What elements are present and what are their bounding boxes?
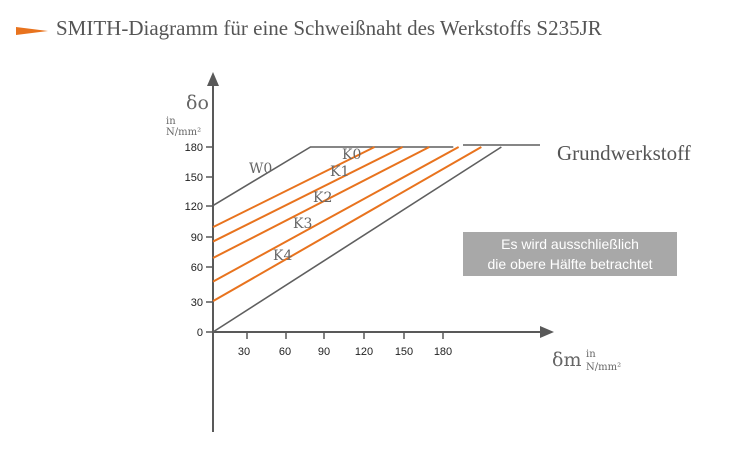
x-tick-label: 180	[434, 346, 452, 358]
series-line-k4	[212, 146, 482, 303]
x-axis-unit: N/mm²	[586, 362, 621, 373]
x-tick-label: 120	[355, 346, 373, 358]
series-line-k2	[212, 146, 430, 259]
curve-label-k2: K2	[313, 190, 332, 206]
note-box: Es wird ausschließlich die obere Hälfte …	[463, 232, 677, 276]
x-tick-label: 60	[279, 346, 291, 358]
y-axis-unit: N/mm²	[166, 127, 201, 138]
x-axis-symbol: δm	[552, 349, 581, 371]
y-tick-label: 150	[185, 172, 203, 184]
curve-label-w0: W0	[249, 161, 272, 177]
x-tick-label: 30	[238, 346, 250, 358]
y-axis-arrow	[207, 72, 219, 86]
y-tick-label: 90	[191, 232, 203, 244]
y-tick-label: 30	[191, 297, 203, 309]
note-line-2: die obere Hälfte betrachtet	[487, 256, 653, 272]
curve-label-k1: K1	[330, 164, 349, 180]
x-axis-arrow	[540, 326, 554, 338]
curve-label-k4: K4	[273, 248, 292, 264]
x-tick-label: 90	[318, 346, 330, 358]
series-line-w0	[212, 146, 454, 207]
base-material-label: Grundwerkstoff	[557, 141, 691, 165]
x-tick-label: 150	[395, 346, 413, 358]
orange-arrow-icon	[16, 27, 48, 35]
y-axis-unit-in: in	[166, 116, 176, 127]
y-tick-label: 60	[191, 262, 203, 274]
y-tick-label: 180	[185, 142, 203, 154]
series-line-k3	[212, 146, 460, 283]
note-line-1: Es wird ausschließlich	[501, 236, 639, 252]
y-tick-label: 120	[185, 201, 203, 213]
y-axis-symbol: δo	[186, 92, 209, 114]
curve-label-k3: K3	[293, 216, 312, 232]
page-title: SMITH-Diagramm für eine Schweißnaht des …	[56, 16, 602, 40]
x-axis-unit-in: in	[586, 349, 596, 360]
series-line-k0	[212, 146, 375, 229]
series-line-lower-limit	[212, 146, 502, 333]
curve-label-k0: K0	[342, 147, 361, 163]
y-tick-label: 0	[197, 327, 203, 339]
series-line-k1	[212, 146, 404, 243]
